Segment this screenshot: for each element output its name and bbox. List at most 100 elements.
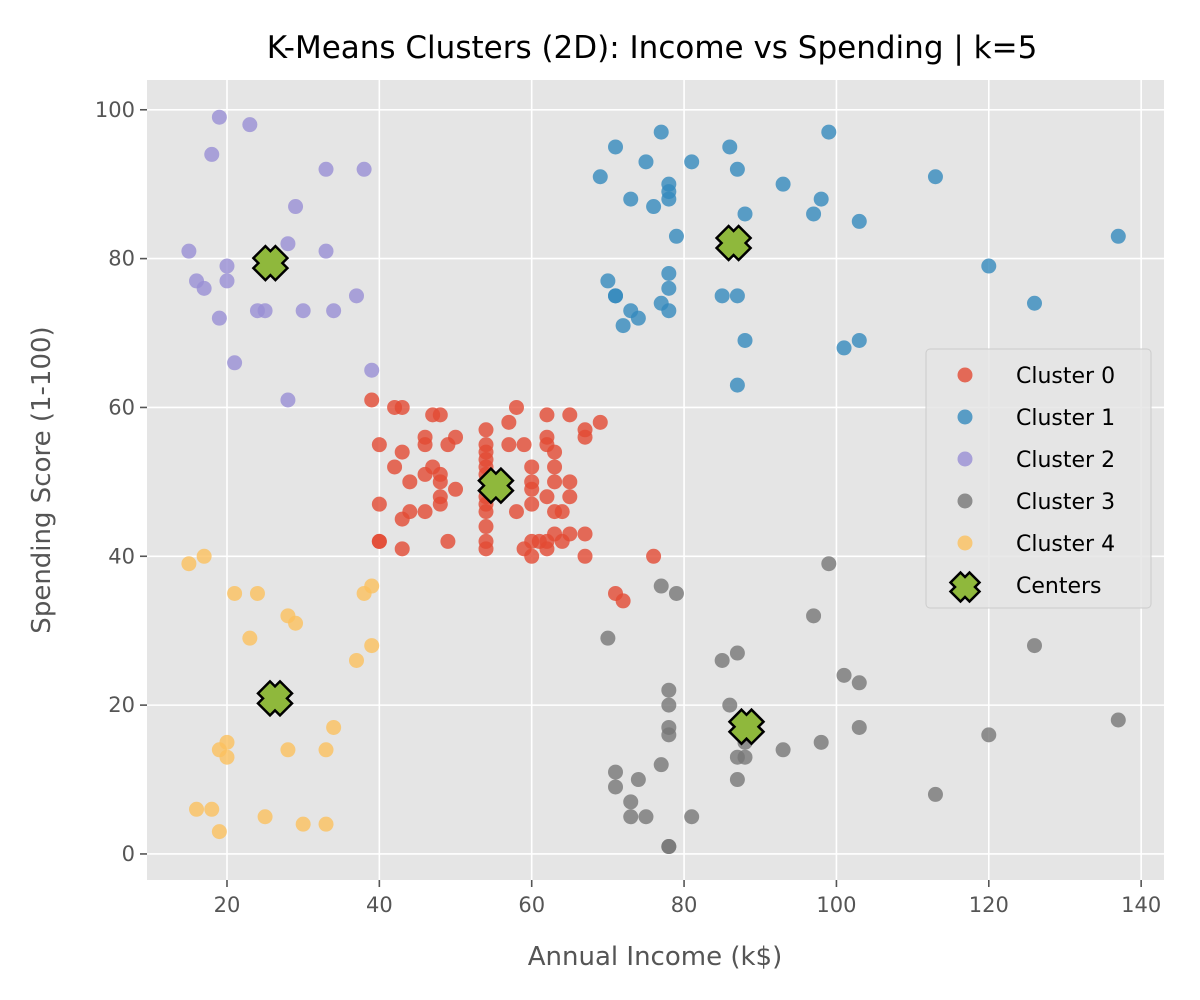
cluster-2-point (356, 161, 372, 177)
cluster-3-point (729, 645, 745, 661)
cluster-3-point (851, 719, 867, 735)
x-tick-label: 140 (1121, 893, 1161, 917)
cluster-3-point (638, 809, 654, 825)
cluster-4-point (280, 742, 296, 758)
chart-title: K-Means Clusters (2D): Income vs Spendin… (267, 30, 1038, 66)
cluster-2-point (196, 280, 212, 296)
legend-marker (957, 451, 973, 467)
cluster-4-point (326, 719, 342, 735)
cluster-1-point (615, 318, 631, 334)
cluster-1-point (638, 154, 654, 170)
cluster-2-point (181, 243, 197, 259)
legend-label: Cluster 2 (1016, 448, 1115, 473)
x-axis-label: Annual Income (k$) (528, 942, 782, 972)
cluster-3-point (623, 794, 639, 810)
legend-label: Cluster 4 (1016, 532, 1115, 557)
cluster-4-point (189, 801, 205, 817)
cluster-1-point (737, 206, 753, 222)
cluster-0-point (364, 392, 380, 408)
axis-ticks: 20 40 60 80 100 120 140 0 20 40 60 80 100 (95, 98, 1161, 917)
cluster-3-point (927, 786, 943, 802)
legend-label: Cluster 3 (1016, 490, 1115, 515)
cluster-1-point (806, 206, 822, 222)
cluster-0-point (478, 519, 494, 535)
cluster-4-point (318, 816, 334, 832)
cluster-0-point (371, 533, 387, 549)
cluster-3-point (600, 630, 616, 646)
cluster-1-point (729, 288, 745, 304)
x-tick-label: 120 (969, 893, 1009, 917)
cluster-1-point (653, 124, 669, 140)
cluster-1-point (836, 340, 852, 356)
cluster-0-point (402, 504, 418, 520)
cluster-center-marker (477, 466, 515, 505)
cluster-3-point (684, 809, 700, 825)
legend-marker (957, 493, 973, 509)
cluster-1-point (668, 228, 684, 244)
cluster-3-point (653, 578, 669, 594)
x-tick-label: 40 (366, 893, 393, 917)
cluster-2-point (348, 288, 364, 304)
cluster-0-point (478, 541, 494, 557)
cluster-1-point (600, 273, 616, 289)
cluster-1-point (821, 124, 837, 140)
cluster-3-point (836, 667, 852, 683)
cluster-0-point (562, 407, 578, 423)
cluster-0-point (524, 459, 540, 475)
cluster-1-point (851, 332, 867, 348)
cluster-2-point (318, 243, 334, 259)
cluster-0-point (554, 504, 570, 520)
cluster-1-point (608, 288, 624, 304)
cluster-3-point (1026, 638, 1042, 654)
cluster-1-point (661, 303, 677, 319)
cluster-0-point (394, 399, 410, 415)
y-tick-label: 60 (108, 395, 135, 419)
cluster-0-point (501, 437, 517, 453)
cluster-center-marker (251, 244, 290, 282)
cluster-2-point (242, 117, 258, 133)
cluster-3-point (1110, 712, 1126, 728)
cluster-0-point (478, 504, 494, 520)
cluster-0-point (547, 444, 563, 460)
cluster-center-marker (714, 224, 753, 262)
cluster-2-point (219, 258, 235, 274)
cluster-3-point (729, 772, 745, 788)
cluster-1-point (661, 265, 677, 281)
legend-centers-marker (948, 570, 982, 604)
cluster-0-point (371, 496, 387, 512)
cluster-2-point (219, 273, 235, 289)
cluster-4-point (211, 824, 227, 840)
cluster-0-point (394, 541, 410, 557)
cluster-0-point (371, 437, 387, 453)
cluster-0-point (547, 474, 563, 490)
cluster-4-point (249, 585, 265, 601)
y-tick-label: 80 (108, 247, 135, 271)
cluster-0-point (508, 399, 524, 415)
cluster-1-point (592, 169, 608, 185)
cluster-3-point (608, 779, 624, 795)
cluster-1-point (729, 377, 745, 393)
cluster-0-point (432, 496, 448, 512)
cluster-3-point (722, 697, 738, 713)
cluster-4-point (196, 548, 212, 564)
legend-label: Centers (1016, 574, 1102, 599)
cluster-0-point (387, 459, 403, 475)
cluster-1-point (623, 191, 639, 207)
cluster-1-point (775, 176, 791, 192)
cluster-3-point (653, 757, 669, 773)
cluster-0-point (562, 489, 578, 505)
cluster-1-point (608, 139, 624, 155)
x-tick-label: 60 (518, 893, 545, 917)
cluster-3-point (806, 608, 822, 624)
cluster-2-point (364, 362, 380, 378)
legend-frame (925, 348, 1152, 609)
cluster-2-point (326, 303, 342, 319)
cluster-4-point (295, 816, 311, 832)
cluster-3-point (623, 809, 639, 825)
y-tick-label: 20 (108, 693, 135, 717)
cluster-0-point (539, 407, 555, 423)
cluster-3-point (668, 585, 684, 601)
cluster-center-marker (727, 707, 766, 746)
cluster-1-point (714, 288, 730, 304)
